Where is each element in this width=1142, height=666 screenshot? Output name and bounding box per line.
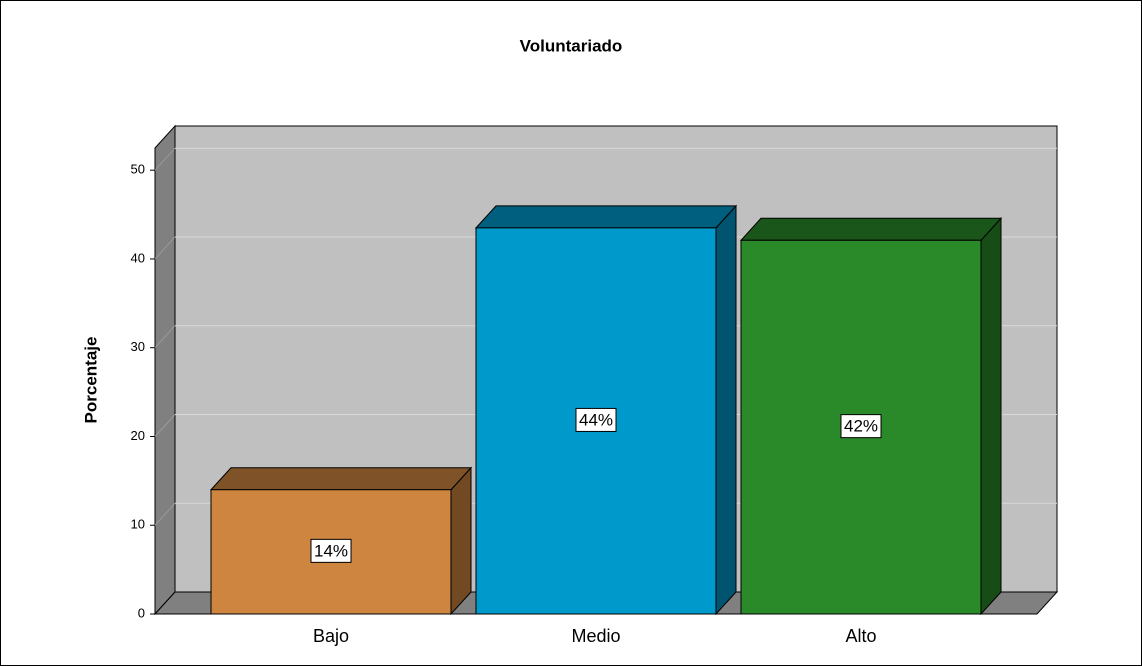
- value-label: 14%: [314, 541, 348, 560]
- grid-line-side: [154, 236, 176, 260]
- y-tick-label: 50: [131, 162, 145, 177]
- bar-top: [209, 467, 473, 491]
- chart-title: Voluntariado: [520, 36, 623, 55]
- grid-line-side: [154, 147, 176, 171]
- bar-side: [980, 217, 1002, 616]
- bar-side: [715, 204, 737, 616]
- value-label-box: [310, 538, 352, 563]
- x-tick-label: Bajo: [313, 626, 349, 646]
- value-label-box: [575, 407, 617, 432]
- y-axis-label: Porcentaje: [81, 337, 100, 424]
- grid-line-side: [154, 502, 176, 526]
- value-label: 44%: [579, 410, 613, 429]
- grid-line-side: [154, 325, 176, 349]
- y-tick-label: 20: [131, 428, 145, 443]
- grid-line-side: [154, 414, 176, 437]
- value-label-box: [840, 414, 882, 439]
- value-label: 42%: [844, 417, 878, 436]
- bar-top: [474, 205, 738, 229]
- bar-top: [739, 217, 1003, 241]
- x-tick-label: Alto: [845, 626, 876, 646]
- y-tick-label: 30: [131, 339, 145, 354]
- y-tick-label: 40: [131, 250, 145, 265]
- x-tick-label: Medio: [571, 626, 620, 646]
- left-wall: [154, 124, 176, 616]
- y-tick-label: 10: [131, 517, 145, 532]
- bar-side: [450, 466, 472, 616]
- y-tick-label: 0: [138, 605, 145, 620]
